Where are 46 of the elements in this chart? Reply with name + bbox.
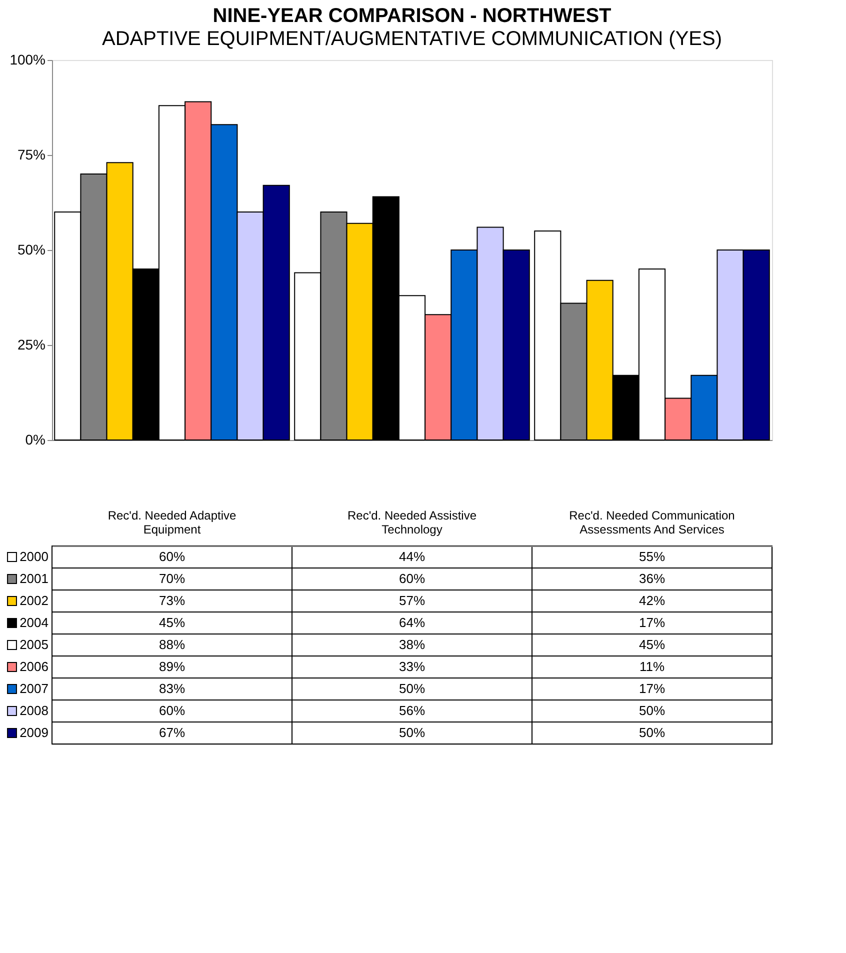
data-label: 36% — [638, 571, 666, 586]
data-label: 50% — [638, 725, 666, 740]
data-label: 11% — [639, 659, 665, 674]
legend-label: 2007 — [20, 681, 48, 696]
data-label: 45% — [638, 637, 666, 652]
x-tick-label: Rec'd. Needed Adaptive Equipment — [108, 508, 237, 536]
data-label: 60% — [398, 571, 426, 586]
chart-subtitle: ADAPTIVE EQUIPMENT/AUGMENTATIVE COMMUNICATION (YES) — [102, 28, 722, 50]
legend-label: 2008 — [20, 703, 48, 718]
x-tick-label: Rec'd. Needed Communication Assessments And Services — [569, 508, 735, 536]
legend-label: 2005 — [20, 637, 48, 652]
data-label: 60% — [158, 549, 186, 564]
data-label: 89% — [158, 659, 186, 674]
data-label: 88% — [158, 637, 186, 652]
y-tick-label: 25% — [17, 336, 46, 352]
x-tick-label: Rec'd. Needed Assistive Technology — [347, 508, 477, 536]
data-label: 67% — [158, 725, 186, 740]
data-label: 17% — [638, 615, 666, 630]
legend-label: 2000 — [20, 549, 48, 564]
data-label: 33% — [398, 659, 426, 674]
legend-label: 2006 — [20, 659, 48, 674]
data-label: 42% — [638, 593, 666, 608]
data-label: 73% — [158, 593, 186, 608]
data-label: 38% — [398, 637, 426, 652]
data-label: 70% — [158, 571, 186, 586]
y-tick-label: 0% — [25, 432, 46, 448]
y-tick-label: 50% — [17, 242, 46, 258]
data-label: 50% — [398, 681, 426, 696]
legend-label: 2002 — [20, 593, 48, 608]
data-label: 50% — [638, 703, 666, 718]
data-label: 64% — [398, 615, 426, 630]
data-label: 55% — [638, 549, 666, 564]
legend-label: 2009 — [20, 725, 48, 740]
data-label: 60% — [158, 703, 186, 718]
legend-label: 2004 — [20, 615, 48, 630]
legend-label: 2001 — [20, 571, 48, 586]
chart-title: NINE-YEAR COMPARISON - NORTHWEST — [212, 5, 612, 27]
data-label: 56% — [398, 703, 426, 718]
data-label: 17% — [638, 681, 666, 696]
data-label: 50% — [398, 725, 426, 740]
data-label: 45% — [158, 615, 186, 630]
data-label: 83% — [158, 681, 186, 696]
data-label: 57% — [398, 593, 426, 608]
y-tick-label: 100% — [10, 52, 46, 68]
data-label: 44% — [398, 549, 426, 564]
y-tick-label: 75% — [17, 146, 46, 162]
